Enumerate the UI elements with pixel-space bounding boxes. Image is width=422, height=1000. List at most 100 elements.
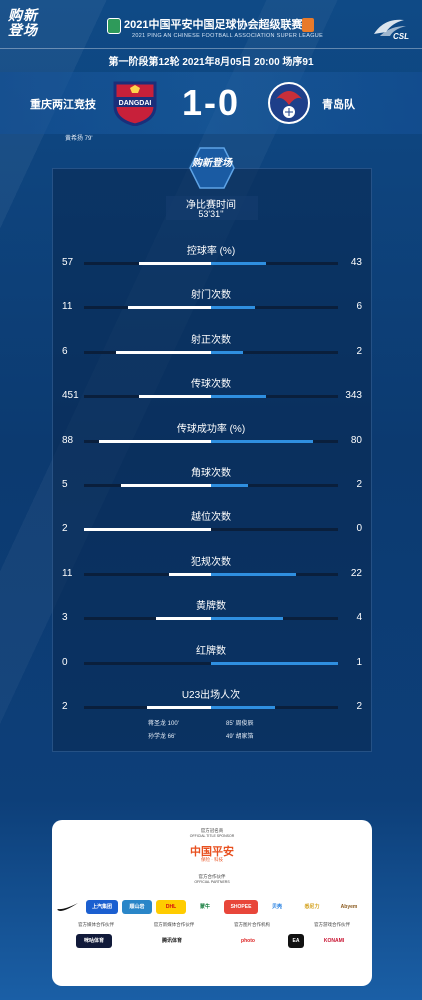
csl-logo-text: CSL xyxy=(393,32,409,41)
stat-away-value: 4 xyxy=(356,612,362,624)
stat-away-value: 343 xyxy=(345,390,362,402)
media-logo: photo xyxy=(230,934,266,948)
stat-away-value: 1 xyxy=(356,656,362,668)
match-score: 1-0 xyxy=(181,82,241,123)
stat-label: 犯规次数 xyxy=(191,556,231,568)
header-divider xyxy=(0,48,422,49)
digital-heading: 官方新媒体合作伙伴 xyxy=(153,922,195,927)
league-subtitle: 2021 PING AN CHINESE FOOTBALL ASSOCIATIO… xyxy=(132,33,324,39)
title-sponsor-logo: 中国平安 xyxy=(190,846,234,858)
partner-logo: 顺山岩 xyxy=(122,900,152,914)
stat-bar-home xyxy=(169,572,211,576)
stat-home-value: 2 xyxy=(62,523,68,535)
stat-home-value: 6 xyxy=(62,345,68,357)
stat-label: 角球次数 xyxy=(191,468,231,479)
stat-label: 控球率 (%) xyxy=(186,246,236,257)
stat-bar-away xyxy=(211,395,266,399)
stat-home-value: 88 xyxy=(62,434,74,446)
stat-label: 射正次数 xyxy=(191,334,231,346)
home-crest-text: DANGDAI xyxy=(119,100,152,107)
stat-bar-away xyxy=(211,706,275,709)
stat-home-value: 57 xyxy=(62,257,74,268)
nike-swoosh-icon xyxy=(57,903,78,911)
stat-home-value: 11 xyxy=(62,567,73,579)
partner-logo: 上汽集团 xyxy=(86,900,118,914)
partner-logo: SHOPEE xyxy=(224,900,258,914)
stat-home-value: 11 xyxy=(62,301,73,313)
away-team-name: 青岛队 xyxy=(322,99,355,111)
csl-logo-icon xyxy=(374,19,406,36)
media-logo: 咪咕体育 xyxy=(76,934,112,948)
league-badge-icon xyxy=(107,18,121,34)
photo-heading: 官方图片合作机构 xyxy=(234,922,270,927)
partner-logo: DHL xyxy=(156,900,186,914)
partner-logo xyxy=(54,900,82,914)
stat-label: 传球成功率 (%) xyxy=(176,423,246,435)
partners-heading: 官方合作伙伴 xyxy=(198,874,226,879)
stat-away-value: 2 xyxy=(356,701,362,712)
partners-heading-en: OFFICIAL PARTNERS xyxy=(194,880,230,884)
stat-bar-away xyxy=(211,350,243,354)
u23-away-player: 85' 周俊辰 xyxy=(226,721,254,727)
home-team-name: 重庆两江竞技 xyxy=(30,99,96,111)
time-label: 净比赛时间 xyxy=(186,200,236,211)
stat-bar-away xyxy=(211,439,313,443)
stat-bar-home xyxy=(116,350,211,354)
title-sponsor-heading-en: OFFICIAL TITLE SPONSOR xyxy=(189,834,235,838)
stat-away-value: 80 xyxy=(350,434,362,446)
game-heading: 官方游戏合作伙伴 xyxy=(314,922,350,927)
stat-away-value: 0 xyxy=(356,523,362,535)
partner-logo: Abyem xyxy=(334,900,364,914)
stat-bar-away xyxy=(211,617,283,621)
stat-away-value: 6 xyxy=(356,301,362,313)
partner-logo: 悉尼力 xyxy=(298,900,326,914)
stat-bar-home xyxy=(156,617,211,621)
away-team-crest-icon xyxy=(268,82,310,124)
stat-bar-home xyxy=(128,306,211,310)
home-scorer: 黄希扬 79' xyxy=(65,136,93,142)
stat-bar-away xyxy=(211,484,248,487)
u23-home-player: 孙学龙 66' xyxy=(148,734,176,740)
u23-away-player: 49' 胡家箔 xyxy=(226,734,254,740)
stat-bar-home xyxy=(121,484,211,487)
media-logo: 腾讯体育 xyxy=(154,934,190,948)
media-logo: KONAMI xyxy=(316,934,352,948)
match-info: 第一阶段第12轮 2021年8月05日 20:00 场序91 xyxy=(108,57,314,68)
media-logo: EA xyxy=(288,934,304,948)
stat-label: 黄牌数 xyxy=(196,601,226,613)
stat-bar-away xyxy=(211,661,338,665)
stat-home-value: 3 xyxy=(62,612,68,624)
sponsor-card: 官方冠名商 OFFICIAL TITLE SPONSOR 中国平安 保险 · 科… xyxy=(52,820,372,986)
title-sponsor-sub: 保险 · 科技 xyxy=(201,857,223,862)
stat-bar-home xyxy=(99,439,211,443)
partner-logo: 蒙牛 xyxy=(190,900,220,914)
stat-bar-home xyxy=(139,262,211,265)
stat-bar-away xyxy=(211,572,296,576)
stat-bar-track xyxy=(84,528,338,532)
brand-hexagon-icon xyxy=(189,147,235,189)
u23-home-player: 蒋圣龙 100' xyxy=(148,721,179,727)
brand-logo: 购新登场 xyxy=(8,7,38,38)
sponsor-mini-icon xyxy=(302,18,314,32)
stat-bar-away xyxy=(211,306,255,310)
title-sponsor-heading: 官方冠名商 xyxy=(200,828,224,833)
stat-label: 红牌数 xyxy=(196,645,226,657)
stat-home-value: 5 xyxy=(62,479,68,490)
stat-away-value: 2 xyxy=(356,345,362,357)
stat-home-value: 0 xyxy=(62,656,68,668)
league-title: 2021中国平安中国足球协会超级联赛 xyxy=(124,19,303,31)
time-box xyxy=(166,196,258,220)
panel-brand: 购新登场 xyxy=(192,158,232,169)
stat-away-value: 43 xyxy=(350,257,362,268)
stat-away-value: 2 xyxy=(356,479,362,490)
stat-label: 传球次数 xyxy=(191,379,231,391)
media-heading: 官方媒体合作伙伴 xyxy=(78,922,114,927)
stat-bar-home xyxy=(84,528,211,532)
stat-label: U23出场人次 xyxy=(181,690,241,701)
stat-bar-away xyxy=(211,262,266,265)
time-value: 53'31'' xyxy=(198,209,224,219)
stat-bar-home xyxy=(139,395,211,399)
score-band xyxy=(0,72,422,134)
stat-label: 越位次数 xyxy=(191,512,231,524)
stat-bar-home xyxy=(147,706,211,709)
